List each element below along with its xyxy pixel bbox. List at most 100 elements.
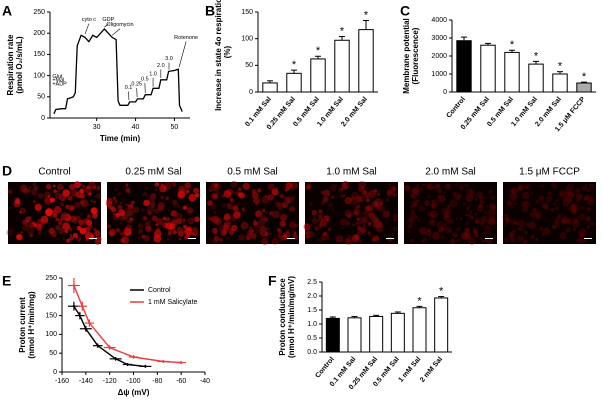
cell-signal (82, 184, 86, 189)
cell-signal (330, 184, 337, 191)
cell-signal (382, 210, 390, 218)
cell-signal (322, 200, 326, 204)
cell-signal (465, 206, 470, 210)
cell-signal (340, 188, 344, 191)
cell-signal (516, 221, 520, 225)
cell-signal (372, 223, 378, 228)
cell-signal (160, 195, 164, 200)
cell-signal (507, 219, 510, 222)
cell-signal (464, 182, 469, 188)
annotation: 0.25 (131, 82, 142, 88)
cell-signal (257, 188, 262, 193)
cell-signal (54, 206, 62, 214)
cell-signal (504, 237, 510, 243)
cell-signal (468, 213, 473, 219)
cell-signal (351, 191, 360, 200)
cell-signal (143, 192, 147, 196)
cell-signal (105, 200, 113, 208)
cell-signal (208, 185, 215, 192)
cell-signal (371, 215, 375, 219)
cell-signal (486, 237, 493, 244)
cell-signal (431, 220, 435, 224)
y-axis-label: Proton current (18, 297, 27, 353)
cell-signal (429, 234, 432, 237)
cell-signal (50, 215, 54, 218)
cell-signal (255, 201, 260, 206)
cell-signal (65, 204, 70, 209)
cell-signal (446, 219, 451, 224)
annotation: cyto c (82, 17, 97, 23)
cell-signal (459, 217, 463, 221)
cell-signal (430, 210, 439, 218)
cell-signal (452, 191, 457, 197)
cell-signal (505, 217, 510, 222)
cell-signal (188, 193, 197, 202)
cell-signal (455, 192, 458, 195)
cell-signal (441, 227, 445, 231)
cell-signal (282, 231, 290, 239)
cell-signal (311, 209, 318, 216)
cell-signal (175, 213, 184, 221)
cell-signal (151, 215, 158, 222)
cell-signal (28, 221, 36, 229)
cell-signal (211, 237, 218, 244)
image-caption: 1.0 mM Sal (326, 167, 377, 178)
legend-label: 1 mM Salicylate (148, 299, 198, 306)
cell-signal (373, 235, 379, 242)
cell-signal (580, 205, 586, 211)
cell-signal (268, 232, 272, 235)
cell-signal (384, 220, 387, 223)
cell-signal (557, 213, 563, 219)
cell-signal (534, 212, 539, 217)
cell-signal (93, 186, 97, 189)
cell-signal (491, 215, 497, 221)
cell-signal (183, 224, 188, 229)
cell-signal (479, 199, 485, 205)
cell-signal (543, 204, 548, 209)
x-axis-label: Time (min) (100, 134, 141, 143)
cell-signal (55, 217, 59, 222)
cell-signal (465, 194, 474, 202)
significance: * (417, 295, 422, 307)
cell-signal (531, 219, 535, 223)
y-tick-label: 250 (33, 9, 45, 16)
cell-signal (240, 221, 249, 230)
y-axis-label: Increase in state 4o respiration (214, 0, 223, 111)
annotation: +Mal (52, 78, 64, 84)
cell-signal (456, 227, 461, 231)
cell-signal (69, 206, 75, 211)
legend-label: Control (148, 287, 171, 294)
cell-signal (173, 219, 177, 224)
cell-signal (474, 198, 479, 202)
cell-signal (29, 186, 32, 189)
cell-signal (60, 214, 67, 221)
cell-signal (62, 237, 66, 241)
cell-signal (362, 217, 369, 223)
y-axis-label: (nmol H⁺/min/mg) (27, 291, 36, 359)
cell-signal (572, 220, 580, 228)
cell-signal (85, 231, 92, 238)
cell-signal (328, 202, 333, 208)
cell-signal (182, 218, 186, 222)
annotation: 2.0 (157, 63, 165, 69)
cell-signal (509, 189, 516, 195)
cell-signal (157, 202, 165, 210)
cell-signal (481, 237, 487, 243)
panel-letter: F (268, 273, 277, 289)
cell-signal (166, 238, 169, 241)
bar (504, 51, 520, 93)
cell-signal (444, 210, 450, 217)
cell-signal (505, 218, 511, 224)
x-tick-label: -140 (79, 378, 93, 385)
cell-signal (440, 200, 443, 202)
cell-signal (83, 188, 87, 193)
cell-signal (25, 224, 29, 228)
cell-signal (231, 224, 238, 232)
cell-signal (225, 236, 230, 241)
annotation: Rotenone (174, 35, 198, 41)
y-tick-label: 0 (249, 89, 253, 96)
cell-signal (360, 227, 367, 234)
bar (528, 63, 544, 93)
scale-bar (584, 238, 592, 239)
y-tick-label: 2.5 (307, 279, 317, 286)
